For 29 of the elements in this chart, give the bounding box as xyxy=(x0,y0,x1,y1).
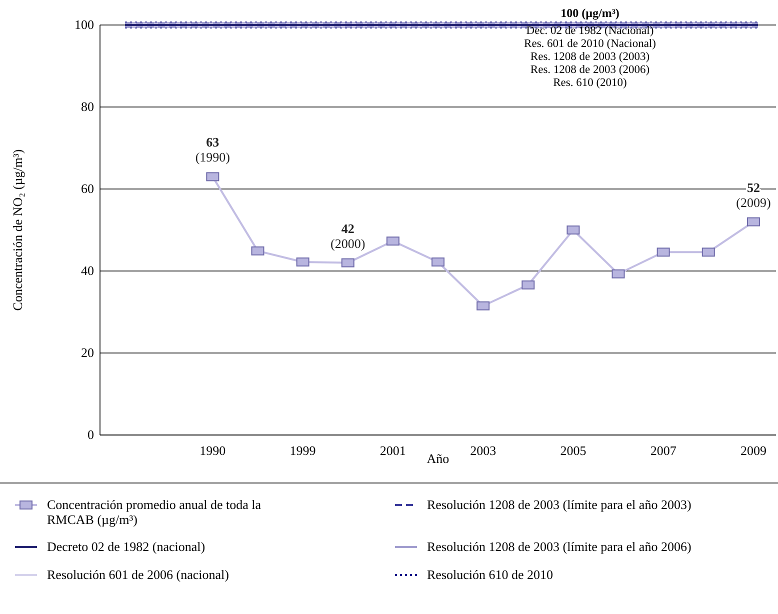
x-tick-label: 2009 xyxy=(740,443,766,458)
legend-label: Resolución 1208 de 2003 (límite para el año 2003) xyxy=(427,497,692,512)
y-tick-label: 80 xyxy=(81,99,94,114)
x-tick-label: 1999 xyxy=(290,443,316,458)
y-tick-label: 60 xyxy=(81,181,94,196)
x-tick-label: 2003 xyxy=(470,443,496,458)
text: 100 (µg/m³) xyxy=(560,6,620,20)
x-tick-label: 2001 xyxy=(380,443,406,458)
x-tick-label: 1990 xyxy=(200,443,226,458)
y-tick-label: 0 xyxy=(88,427,94,442)
x-axis-title: Año xyxy=(426,451,450,466)
legend-label: Resolución 610 de 2010 xyxy=(427,567,554,582)
y-axis-title: Concentración de NO₂ (µg/m³) xyxy=(10,149,25,311)
annotation: Res. 601 de 2010 (Nacional) xyxy=(524,38,656,50)
annotation: Res. 1208 de 2003 (2003) xyxy=(530,51,650,63)
legend-label: Decreto 02 de 1982 (nacional) xyxy=(47,539,206,554)
data-label: 42 (2000) xyxy=(330,220,366,251)
x-tick-label: 2005 xyxy=(560,443,586,458)
data-label: 63 (1990) xyxy=(195,134,230,165)
y-tick-label: 40 xyxy=(81,263,94,278)
x-tick-label: 2007 xyxy=(650,443,677,458)
annotation: Res. 1208 de 2003 (2006) xyxy=(530,64,650,76)
legend-label: Resolución 1208 de 2003 (límite para el año 2006) xyxy=(427,539,692,554)
y-tick-label: 100 xyxy=(74,17,94,32)
annotation: Dec. 02 de 1982 (Nacional) xyxy=(526,25,654,37)
y-tick-label: 20 xyxy=(81,345,94,360)
annotation: Res. 610 (2010) xyxy=(553,77,628,89)
legend-label: Concentración promedio anual de toda la RMCAB (µg/m³) xyxy=(47,497,262,527)
legend-label: Resolución 601 de 2006 (nacional) xyxy=(47,567,229,582)
